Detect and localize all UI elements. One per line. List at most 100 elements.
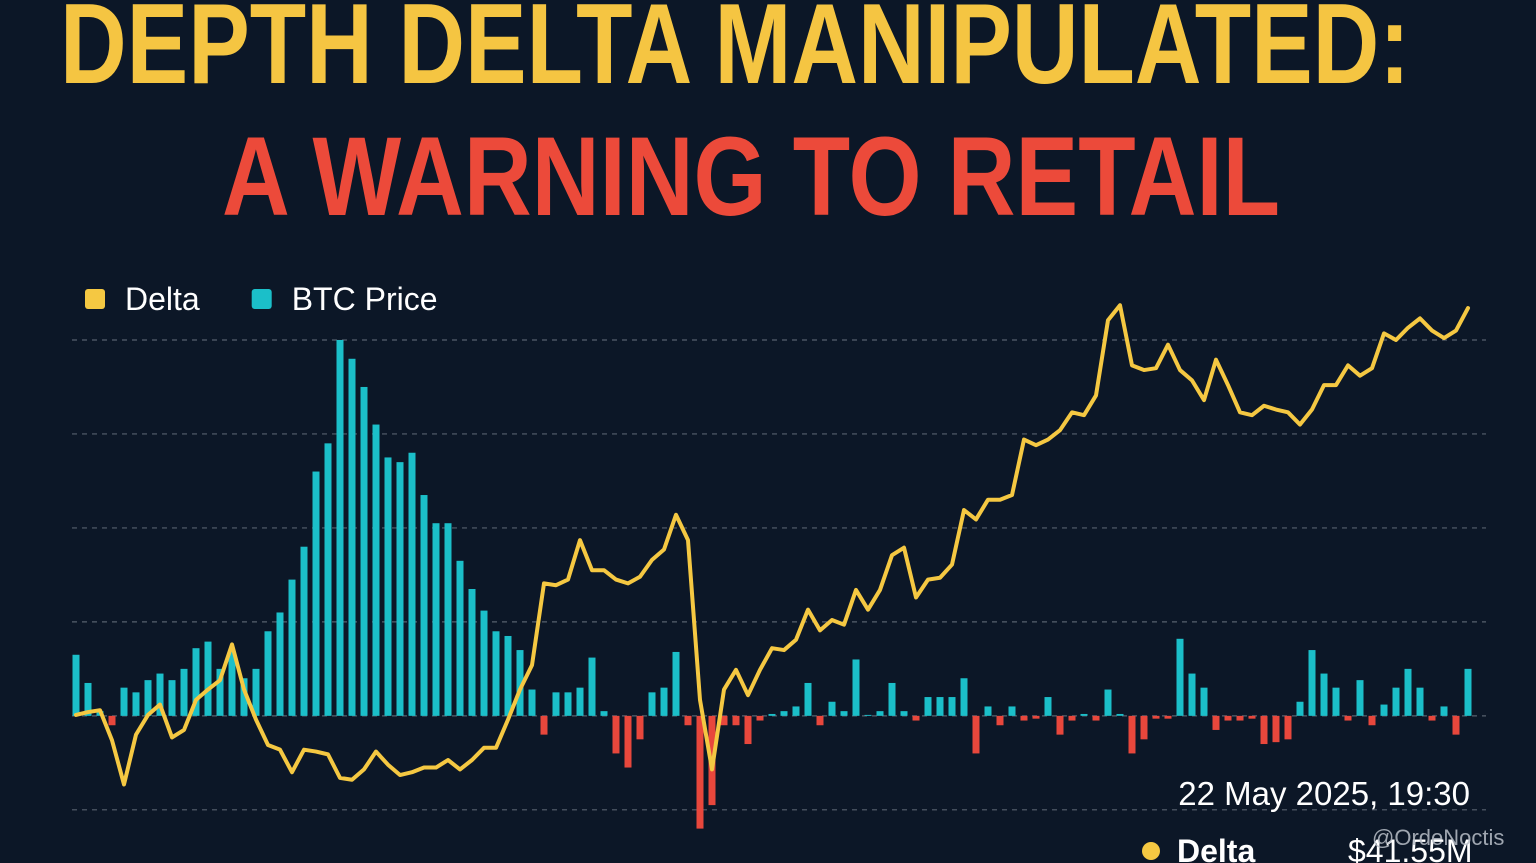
bar xyxy=(516,650,524,716)
bar xyxy=(1068,715,1076,721)
tooltip-label: Delta xyxy=(1177,833,1255,863)
bar xyxy=(720,715,728,726)
bar xyxy=(312,471,320,716)
bar xyxy=(1320,673,1328,716)
bar xyxy=(924,697,932,716)
chart-title: DEPTH DELTA MANIPULATED: xyxy=(60,0,1410,108)
bar xyxy=(1416,687,1424,716)
bar xyxy=(804,682,812,716)
bar xyxy=(432,523,440,716)
bar xyxy=(1260,715,1268,745)
bar xyxy=(660,687,668,716)
bar xyxy=(1116,713,1124,716)
bar xyxy=(684,715,692,726)
bar xyxy=(384,457,392,716)
bar xyxy=(1368,715,1376,726)
bar xyxy=(1020,715,1028,721)
bar xyxy=(72,654,80,716)
bar xyxy=(348,358,356,716)
bar xyxy=(1104,689,1112,716)
bar xyxy=(132,692,140,716)
timestamp: 22 May 2025, 19:30 xyxy=(1178,775,1470,812)
bar xyxy=(1092,715,1100,721)
bar xyxy=(696,715,704,829)
bar xyxy=(1272,715,1280,743)
bar xyxy=(1140,715,1148,740)
bar xyxy=(780,711,788,716)
bar xyxy=(1200,687,1208,716)
bar xyxy=(1248,715,1256,719)
bar xyxy=(1188,673,1196,716)
bar xyxy=(816,715,824,726)
bar xyxy=(84,682,92,716)
bar xyxy=(288,579,296,716)
legend-label: Delta xyxy=(125,281,200,317)
bar xyxy=(1344,715,1352,721)
bar xyxy=(528,689,536,716)
bar xyxy=(144,680,152,716)
bar xyxy=(240,678,248,716)
bar xyxy=(840,711,848,716)
bar xyxy=(468,588,476,716)
bar xyxy=(1296,701,1304,716)
bar xyxy=(1464,668,1472,716)
bar xyxy=(972,715,980,754)
bar xyxy=(492,631,500,716)
bar xyxy=(936,697,944,716)
watermark: @OrdeNoctis xyxy=(1372,825,1504,850)
bar xyxy=(828,701,836,716)
bar xyxy=(552,692,560,716)
bar xyxy=(540,715,548,735)
bar xyxy=(120,687,128,716)
bar xyxy=(1308,650,1316,716)
bar xyxy=(1212,715,1220,730)
bar xyxy=(588,657,596,716)
bar xyxy=(276,612,284,716)
bar xyxy=(1164,715,1172,719)
legend-swatch xyxy=(251,289,272,309)
bar xyxy=(180,668,188,716)
legend-label: BTC Price xyxy=(292,281,438,317)
bar xyxy=(1152,715,1160,719)
bar xyxy=(192,648,200,716)
bar xyxy=(504,635,512,716)
bar xyxy=(1332,687,1340,716)
bar xyxy=(960,678,968,716)
bar xyxy=(396,462,404,716)
bar xyxy=(768,713,776,716)
bar xyxy=(732,715,740,726)
bar xyxy=(420,495,428,716)
bar xyxy=(948,697,956,716)
bar xyxy=(1452,715,1460,735)
bar xyxy=(1440,706,1448,716)
bar xyxy=(324,443,332,716)
bar xyxy=(672,651,680,716)
bar xyxy=(168,680,176,716)
bar xyxy=(912,715,920,721)
bar xyxy=(1128,715,1136,754)
bar xyxy=(480,610,488,716)
bar xyxy=(264,631,272,716)
bar xyxy=(360,386,368,716)
bar xyxy=(1032,715,1040,719)
bar xyxy=(1392,687,1400,716)
bar xyxy=(1380,704,1388,716)
bar xyxy=(636,715,644,740)
tooltip-value: $41.55M xyxy=(1348,833,1473,863)
chart-subtitle: A WARNING TO RETAIL xyxy=(222,114,1280,239)
bar xyxy=(1224,715,1232,721)
bar xyxy=(900,711,908,716)
bar xyxy=(996,715,1004,726)
bar xyxy=(1284,715,1292,740)
bar xyxy=(1176,638,1184,716)
bar xyxy=(336,339,344,716)
legend-swatch xyxy=(85,289,105,309)
bar xyxy=(1080,713,1088,716)
bar xyxy=(612,715,620,754)
bar xyxy=(156,673,164,716)
bar xyxy=(216,668,224,716)
bar xyxy=(864,714,872,716)
bar xyxy=(1356,680,1364,716)
